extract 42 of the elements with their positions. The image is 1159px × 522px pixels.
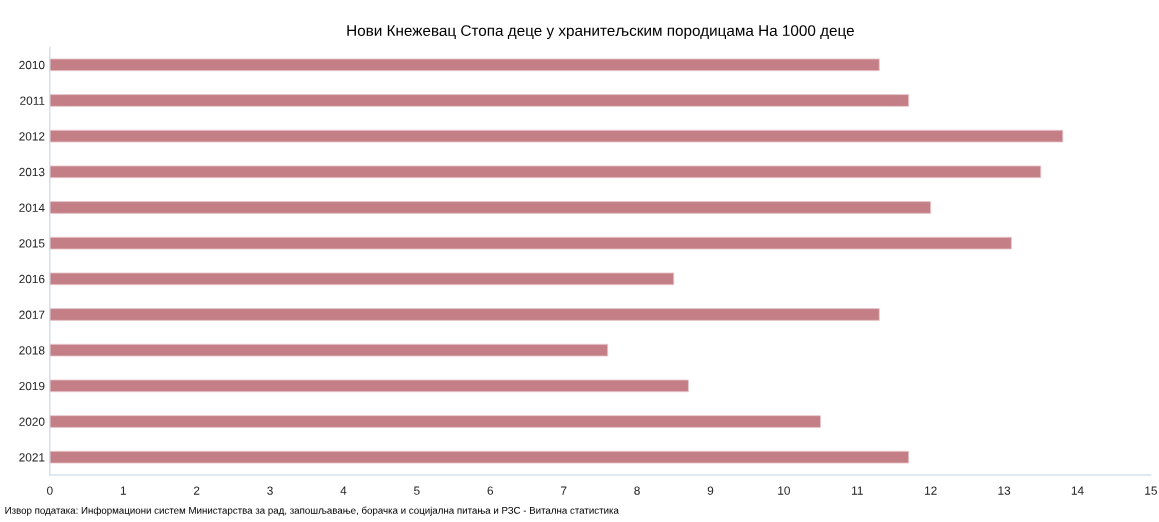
y-tick-label: 2010 [19,60,45,70]
y-tick-label: 2016 [19,274,45,284]
x-tick-label: 3 [267,486,273,495]
x-tick-label: 1 [120,486,126,495]
x-tick-label: 14 [1071,486,1084,495]
x-tick-label: 9 [707,486,714,495]
bar [49,165,1042,179]
x-tick-label: 10 [778,486,790,495]
x-tick-label: 4 [340,486,347,495]
y-tick-label: 2015 [19,239,45,248]
y-tick-label: 2013 [19,167,45,177]
bar [49,415,821,428]
bar [49,201,932,214]
y-tick-label: 2017 [19,310,45,319]
bar [49,379,689,393]
text: Извор података: Информациони систем Министарства за рад, запошљавање, борачка и социјална питања и РЗС - Витална статистика [5,506,619,516]
y-tick-label: 2019 [19,381,45,391]
x-tick-label: 7 [560,486,567,495]
x-tick-label: 15 [1145,486,1157,495]
x-tick-label: 0 [47,486,53,495]
y-tick-label: 2021 [19,453,45,462]
y-tick-label: 2018 [19,346,45,355]
x-tick-label: 2 [193,486,200,495]
y-tick-label: 2011 [20,96,45,105]
bar [49,308,880,321]
bar [49,272,675,286]
x-tick-label: 8 [634,486,640,495]
bar [49,343,609,357]
bar [49,129,1064,143]
bar [49,236,1012,250]
x-tick-label: 5 [414,486,420,495]
bar [49,58,880,72]
bar [49,94,910,107]
bar [49,450,910,464]
x-tick-label: 13 [998,486,1011,495]
y-tick-label: 2012 [19,132,45,141]
y-tick-label: 2020 [19,417,45,426]
y-tick-label: 2014 [19,203,45,212]
x-tick-label: 11 [852,486,863,495]
chart-title: Нови Кнежевац Стопа деце у хранитељским породицама На 1000 деце [347,25,854,40]
x-tick-label: 12 [925,486,937,495]
x-tick-label: 6 [487,486,494,495]
